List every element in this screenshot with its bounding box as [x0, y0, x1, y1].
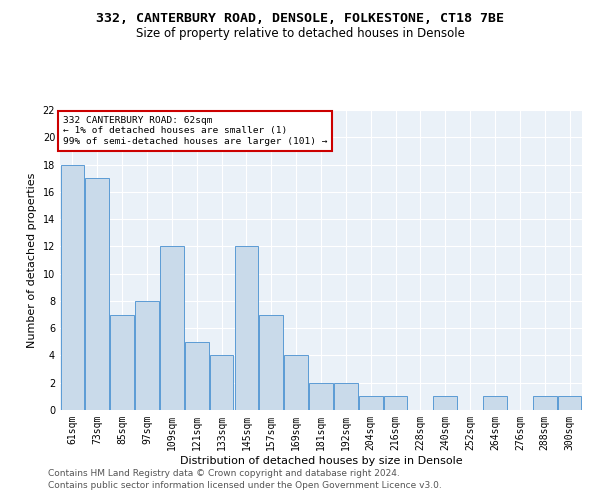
Bar [384, 396, 407, 410]
Bar [135, 301, 159, 410]
Bar [359, 396, 383, 410]
Text: Size of property relative to detached houses in Densole: Size of property relative to detached ho… [136, 28, 464, 40]
Bar [185, 342, 209, 410]
Text: 332 CANTERBURY ROAD: 62sqm
← 1% of detached houses are smaller (1)
99% of semi-d: 332 CANTERBURY ROAD: 62sqm ← 1% of detac… [62, 116, 327, 146]
X-axis label: Distribution of detached houses by size in Densole: Distribution of detached houses by size … [179, 456, 463, 466]
Bar [483, 396, 507, 410]
Text: 332, CANTERBURY ROAD, DENSOLE, FOLKESTONE, CT18 7BE: 332, CANTERBURY ROAD, DENSOLE, FOLKESTON… [96, 12, 504, 26]
Bar [85, 178, 109, 410]
Text: Contains HM Land Registry data © Crown copyright and database right 2024.: Contains HM Land Registry data © Crown c… [48, 468, 400, 477]
Bar [533, 396, 557, 410]
Bar [210, 356, 233, 410]
Y-axis label: Number of detached properties: Number of detached properties [27, 172, 37, 348]
Bar [235, 246, 258, 410]
Bar [259, 314, 283, 410]
Bar [110, 314, 134, 410]
Bar [334, 382, 358, 410]
Bar [284, 356, 308, 410]
Bar [61, 164, 84, 410]
Bar [309, 382, 333, 410]
Bar [433, 396, 457, 410]
Text: Contains public sector information licensed under the Open Government Licence v3: Contains public sector information licen… [48, 481, 442, 490]
Bar [160, 246, 184, 410]
Bar [558, 396, 581, 410]
